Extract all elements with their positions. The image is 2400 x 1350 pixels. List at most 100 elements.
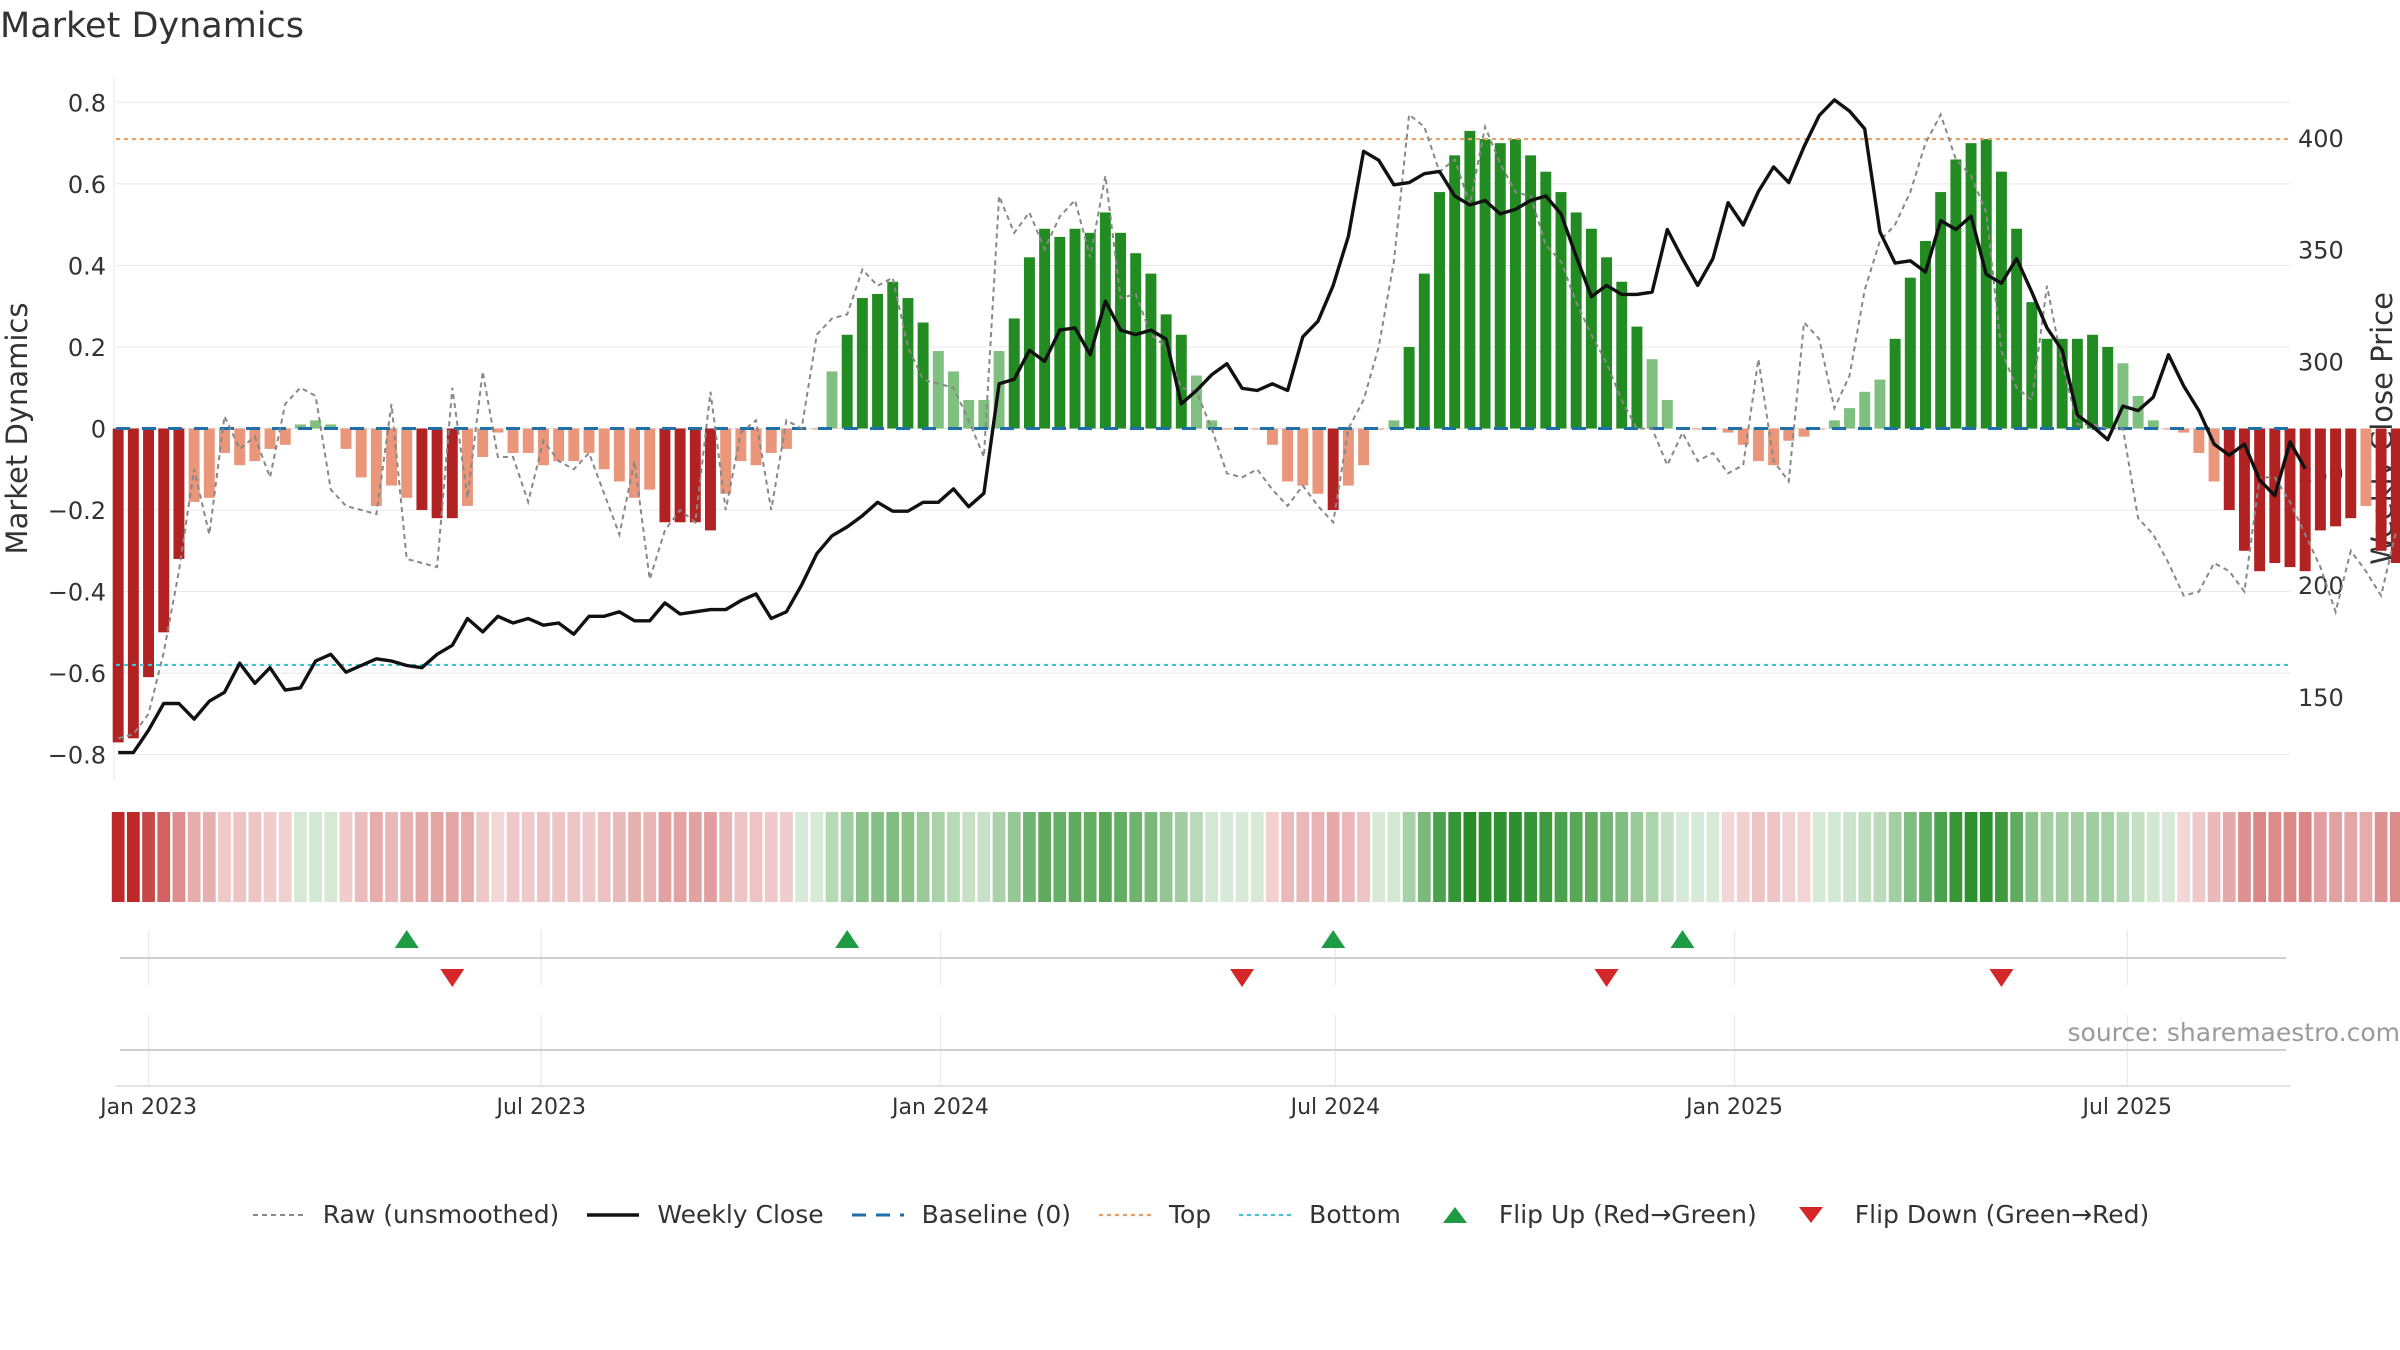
market-dynamics-bar [1449,155,1461,429]
y-tick-label: 0.8 [68,89,106,117]
flip-down-marker [1594,969,1619,987]
market-dynamics-bar [143,428,155,678]
legend-label: Weekly Close [657,1200,824,1229]
heat-strip-cell [2298,812,2312,902]
market-dynamics-bar [294,424,306,429]
market-dynamics-bar [310,420,322,429]
market-dynamics-bar [2390,428,2400,564]
y-tick-label: −0.6 [48,660,106,688]
heat-strip-cell [643,812,657,902]
market-dynamics-bar [644,428,656,490]
market-dynamics-bar [158,428,170,633]
x-tick-label: Jul 2024 [1289,1095,1381,1120]
heat-strip-cell [2222,812,2236,902]
heat-strip-cell [2268,812,2282,902]
market-dynamics-bar [2041,338,2053,429]
heat-strip-cell [1949,812,1963,902]
heat-strip-cell [1326,812,1340,902]
market-dynamics-bar [841,334,853,429]
heat-strip-cell [764,812,778,902]
market-dynamics-bar [2163,428,2174,430]
heat-strip-cell [2131,812,2145,902]
heat-strip-cell [992,812,1006,902]
heat-strip-cell [2207,812,2221,902]
heat-strip-cell [1767,812,1780,902]
heat-strip-cell [1220,812,1234,902]
heat-strip-cell [1098,812,1112,902]
market-dynamics-bar [963,399,975,429]
x-tick-label: Jul 2023 [494,1095,586,1120]
flip-down-marker [1989,969,2014,987]
market-dynamics-bar [462,428,473,506]
market-dynamics-bar [689,428,701,523]
x-tick-label: Jul 2025 [2081,1095,2173,1120]
flip-down-marker [440,969,465,987]
market-dynamics-bar [1920,240,1931,429]
heat-strip-cell [886,812,900,902]
flip-up-marker [835,930,860,948]
heat-strip-cell [825,812,839,902]
market-dynamics-bar [598,428,610,470]
heat-strip-cell [1858,812,1872,902]
heat-strip-cell [1888,812,1902,902]
heat-strip-cell [1964,812,1978,902]
heat-strip-cell [2086,812,2099,902]
heat-strip-cell [1417,812,1431,902]
heat-strip-cell [1114,812,1127,902]
market-dynamics-bar [2102,346,2114,429]
heat-strip-cell [1205,812,1219,902]
heat-strip-cell [1068,812,1082,902]
y2-tick-label: 200 [2298,572,2344,600]
market-dynamics-bar [674,428,686,523]
market-dynamics-bar [1950,159,1962,429]
heat-strip-cell [339,812,353,902]
market-dynamics-bar [932,351,944,429]
market-dynamics-bar [1099,212,1111,429]
heat-strip-cell [1539,812,1553,902]
market-dynamics-bar [1783,428,1795,441]
market-dynamics-bar [112,428,124,743]
market-dynamics-bar [1859,391,1871,429]
legend-label: Flip Down (Green→Red) [1854,1200,2150,1229]
market-dynamics-bar [1798,428,1810,437]
market-dynamics-bar [583,428,595,453]
market-dynamics-bar [553,428,565,462]
heat-strip-cell [1676,812,1689,902]
heat-strip-cell [1341,812,1355,902]
heat-strip-cell [445,812,459,902]
heat-strip-cell [1721,812,1735,902]
market-dynamics-bar [1221,428,1233,430]
market-dynamics-bar [1282,428,1294,482]
heat-strip-cell [1250,812,1264,902]
heat-strip-cell [1007,812,1021,902]
legend-item-top: Top [1097,1200,1211,1229]
heat-strip-cell [218,812,231,902]
market-dynamics-bar [2254,428,2266,572]
heat-strip-cell [1524,812,1537,902]
heat-strip-cell [1357,812,1370,902]
y-tick-label: −0.8 [48,742,106,770]
heat-strip-cell [1919,812,1932,902]
market-dynamics-bar [1646,359,1658,429]
heat-strip-cell [1569,812,1583,902]
market-dynamics-bar [1768,428,1780,466]
market-dynamics-bar [219,428,230,453]
market-dynamics-bar [416,428,428,511]
heat-strip-cell [385,812,398,902]
market-dynamics-bar [1039,228,1051,429]
legend-label: Flip Up (Red→Green) [1498,1200,1757,1229]
heat-strip-cell [2116,812,2130,902]
x-tick-label: Jan 2023 [98,1095,197,1120]
heat-strip-cell [2040,812,2054,902]
chart-legend: Raw (unsmoothed) Weekly Close Baseline (0)… [0,1200,2400,1229]
legend-item-baseline: Baseline (0) [850,1200,1071,1229]
heat-strip-cell [1873,812,1887,902]
market-dynamics-bar [2314,428,2326,531]
heat-strip-cell [855,812,869,902]
market-dynamics-bar [1388,420,1400,429]
market-dynamics-bar [401,428,413,498]
flip-up-marker [394,930,419,948]
market-dynamics-bar [1935,192,1947,429]
heat-strip-cell [582,812,596,902]
heat-strip-cell [719,812,733,902]
